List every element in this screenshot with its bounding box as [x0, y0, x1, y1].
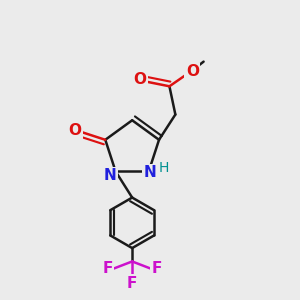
Text: O: O: [186, 64, 199, 79]
Text: F: F: [127, 276, 137, 291]
Text: F: F: [102, 261, 113, 276]
Text: H: H: [158, 161, 169, 176]
Text: O: O: [68, 123, 81, 138]
Text: F: F: [152, 261, 162, 276]
Text: N: N: [144, 165, 157, 180]
Text: N: N: [104, 168, 117, 183]
Text: O: O: [133, 72, 146, 87]
